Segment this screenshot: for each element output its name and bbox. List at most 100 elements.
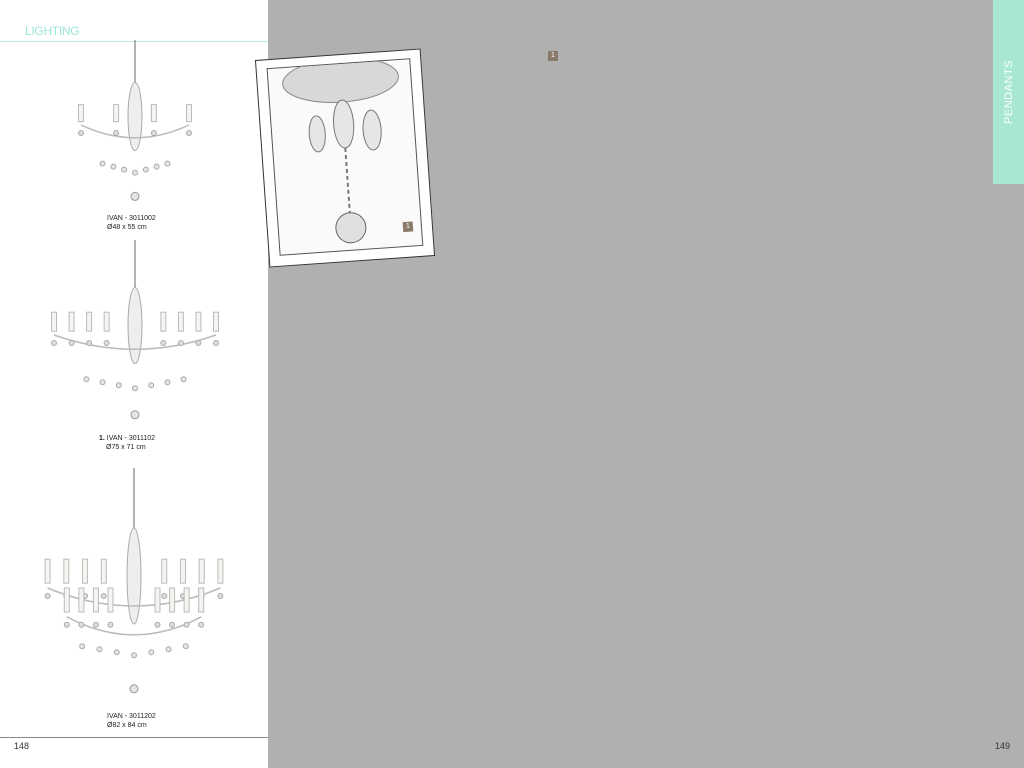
ornament <box>182 643 189 650</box>
ornament <box>107 621 114 628</box>
ornament <box>44 558 51 584</box>
header-rule <box>0 41 268 42</box>
ornament <box>154 621 161 628</box>
ornament <box>129 684 139 694</box>
ornament <box>179 558 186 584</box>
ornament <box>107 587 114 613</box>
ornament <box>92 621 99 628</box>
ornament <box>217 593 224 599</box>
ornament <box>78 621 85 628</box>
ornament <box>99 160 106 167</box>
ornament <box>164 160 171 167</box>
ornament <box>195 311 202 332</box>
ornament <box>183 587 190 613</box>
page-number: 149 <box>995 741 1011 751</box>
ornament <box>198 558 205 584</box>
left-page: LIGHTING IVAN - 3011002 Ø48 x 55 cm 1. I… <box>0 0 268 768</box>
photo-badge: 1 <box>402 221 414 233</box>
ornament <box>103 340 110 346</box>
ornament <box>78 130 84 136</box>
product-caption: IVAN - 3011002 Ø48 x 55 cm <box>107 214 156 232</box>
ornament <box>63 558 70 584</box>
ornament <box>169 621 176 628</box>
ornament <box>113 104 120 123</box>
ornament <box>82 558 89 584</box>
ornament <box>161 558 168 584</box>
product-name-line: 1. IVAN - 3011102 <box>99 434 155 443</box>
tab-label: PENDANTS <box>1002 60 1015 124</box>
ornament <box>153 163 160 170</box>
ornament <box>164 379 171 386</box>
ornament <box>148 382 155 389</box>
ornament <box>177 340 184 346</box>
ornament <box>165 646 172 653</box>
ornament <box>78 104 84 123</box>
product-name: IVAN - 3011002 <box>107 215 156 222</box>
ornament <box>195 340 202 346</box>
product-caption: 1. IVAN - 3011102 Ø75 x 71 cm <box>99 434 155 452</box>
ornament <box>169 587 176 613</box>
ornament <box>113 649 120 656</box>
ornament <box>110 163 117 170</box>
ornament <box>100 593 107 599</box>
ornament <box>63 621 70 628</box>
photo-frame: 1 <box>266 58 424 256</box>
ornament <box>80 124 190 139</box>
ornament <box>115 382 122 389</box>
ornament <box>198 621 205 628</box>
chandelier-image <box>78 40 192 201</box>
ornament <box>130 410 140 420</box>
section-tab: PENDANTS <box>993 0 1024 184</box>
ornament <box>198 587 205 613</box>
ornament <box>78 587 85 613</box>
ornament <box>121 166 128 173</box>
crystal-detail <box>282 58 399 244</box>
ornament <box>92 587 99 613</box>
product-size: Ø82 x 84 cm <box>107 722 147 729</box>
ornament <box>131 652 137 659</box>
product-name: IVAN - 3011202 <box>107 713 156 720</box>
ornament <box>126 527 142 625</box>
ornament <box>186 130 192 136</box>
ornament <box>213 340 219 346</box>
detail-photo: 1 <box>254 48 436 268</box>
ornament <box>127 287 143 364</box>
ornament <box>44 593 51 599</box>
ornament <box>86 340 93 346</box>
ornament <box>213 311 219 332</box>
ornament <box>183 621 190 628</box>
ornament <box>100 558 107 584</box>
ornament <box>132 385 138 392</box>
chandelier-image <box>51 240 219 420</box>
ornament <box>132 169 138 176</box>
ornament <box>103 311 110 332</box>
ornament <box>160 311 167 332</box>
ornament <box>154 587 161 613</box>
ornament <box>142 166 149 173</box>
product-name: IVAN - 3011102 <box>106 435 156 442</box>
ornament <box>51 340 57 346</box>
ornament <box>86 311 93 332</box>
ornament <box>161 593 168 599</box>
ornament <box>148 649 155 656</box>
ornament <box>177 311 184 332</box>
section-title: LIGHTING <box>25 24 80 38</box>
ornament <box>130 191 140 201</box>
ornament <box>63 587 70 613</box>
ornament <box>96 646 103 653</box>
ornament <box>68 340 75 346</box>
ornament <box>83 376 90 383</box>
product-caption: IVAN - 3011202 Ø82 x 84 cm <box>107 712 156 730</box>
footer-rule <box>0 737 268 738</box>
ornament <box>99 379 106 386</box>
product-size: Ø48 x 55 cm <box>107 224 147 231</box>
ornament <box>217 558 224 584</box>
ornament <box>150 130 157 136</box>
chandelier-image <box>44 468 224 694</box>
ornament <box>180 376 187 383</box>
ornament <box>113 130 120 136</box>
product-size: Ø75 x 71 cm <box>106 444 146 451</box>
ornament <box>68 311 75 332</box>
ornament <box>186 104 192 123</box>
